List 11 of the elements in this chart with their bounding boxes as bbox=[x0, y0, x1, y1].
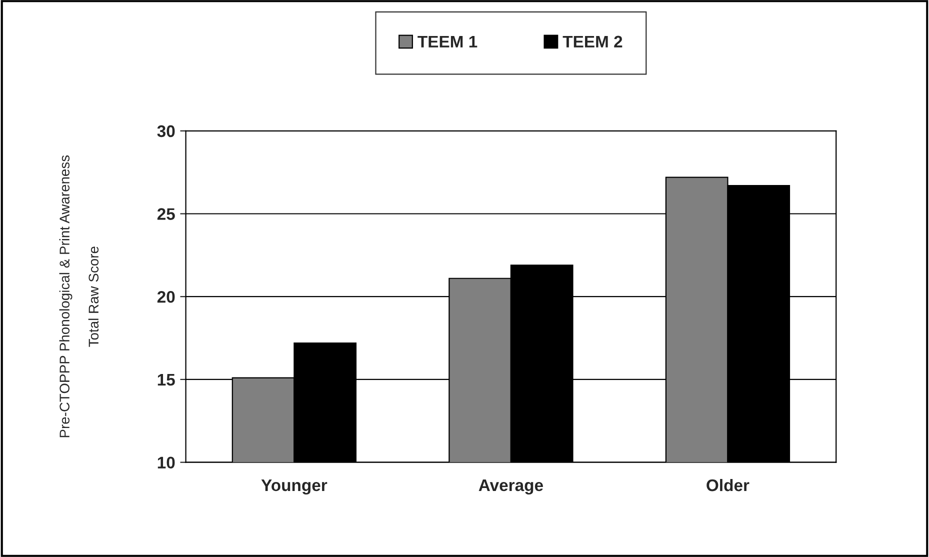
legend-label: TEEM 2 bbox=[562, 36, 622, 48]
y-axis-title: Pre-CTOPPP Phonological & Print Awareness Total Raw Score bbox=[59, 155, 99, 438]
y-tick-label: 25 bbox=[157, 208, 175, 220]
y-tick-label: 10 bbox=[158, 456, 175, 469]
legend-label: TEEM 1 bbox=[418, 36, 478, 48]
x-tick-label: Younger bbox=[261, 480, 328, 495]
y-tick-label: 20 bbox=[157, 291, 175, 303]
y-tick-label: 15 bbox=[158, 374, 175, 386]
x-tick-label: Older bbox=[706, 478, 750, 492]
y-tick-label: 30 bbox=[157, 125, 175, 138]
x-tick-label: Average bbox=[478, 480, 543, 495]
